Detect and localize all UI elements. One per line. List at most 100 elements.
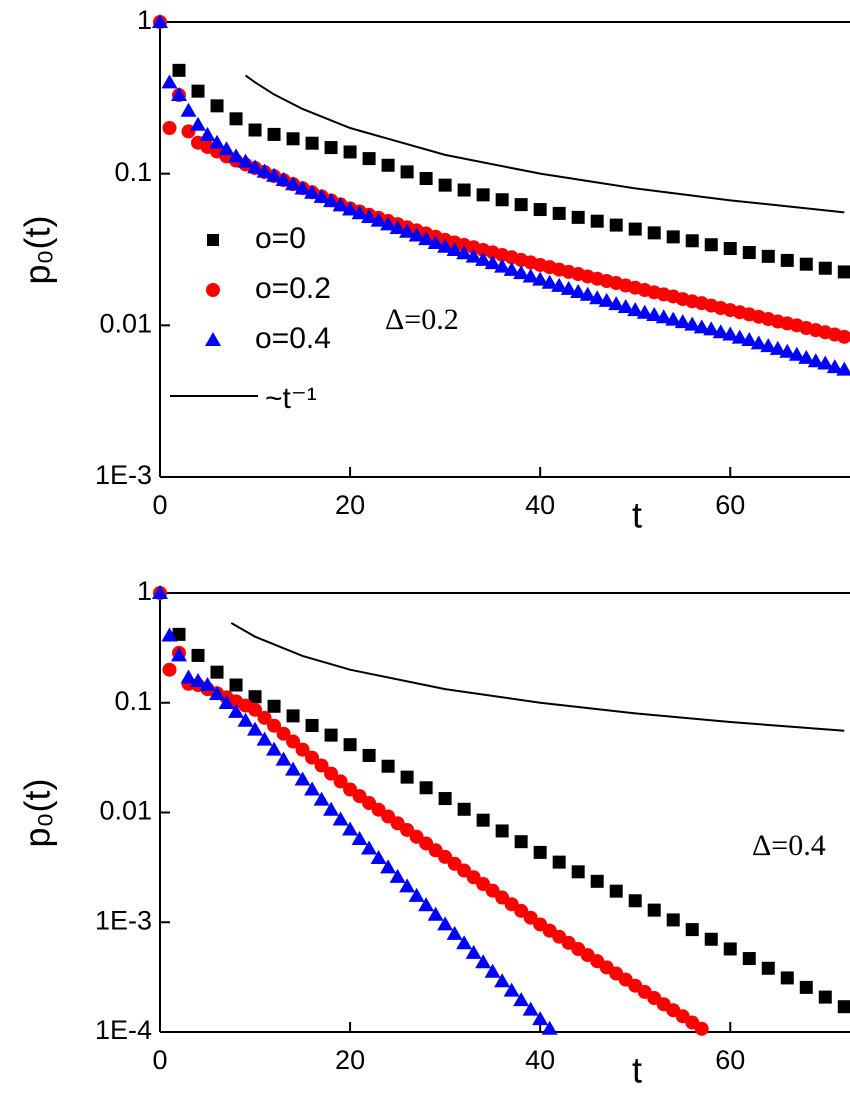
triangle-marker [532,1011,549,1026]
triangle-marker [389,220,406,235]
square-marker [685,234,699,248]
triangle-marker [446,925,463,940]
square-marker [571,210,585,224]
triangle-marker [171,87,188,102]
square-marker [761,961,775,975]
triangle-marker [494,258,511,273]
square-marker [381,759,395,773]
square-marker [343,145,357,159]
triangle-marker [522,268,539,283]
triangle-marker [836,361,850,376]
annotation: Δ=0.4 [752,829,826,862]
y-tick-label: 0.1 [114,686,152,716]
x-tick-label: 0 [152,490,167,520]
square-marker [799,980,813,994]
square-marker [533,845,547,859]
triangle-marker [209,134,226,149]
y-tick-label: 1E-3 [95,905,152,935]
triangle-marker [636,304,653,319]
legend-marker [206,283,220,297]
square-marker [723,242,737,256]
triangle-marker [798,349,815,364]
triangle-marker [294,771,311,786]
x-axis-label: t [632,495,642,536]
square-marker [685,923,699,937]
triangle-marker [646,306,663,321]
triangle-marker [503,982,520,997]
triangle-marker [351,830,368,845]
triangle-marker [484,963,501,978]
circle-marker [276,726,291,741]
triangle-marker [399,223,416,238]
triangle-marker [285,176,302,191]
circle-marker [257,710,272,725]
triangle-marker [684,316,701,331]
square-marker [609,884,623,898]
triangle-marker [180,669,197,684]
triangle-marker [807,353,824,368]
triangle-marker [304,781,321,796]
triangle-marker [817,355,834,370]
triangle-marker [703,321,720,336]
square-marker [286,132,300,146]
square-marker [438,178,452,192]
square-marker [419,781,433,795]
triangle-marker [408,227,425,242]
triangle-marker [731,329,748,344]
square-marker [761,249,775,263]
square-marker [267,699,281,713]
x-tick-label: 0 [152,1045,167,1075]
x-tick-label: 20 [335,1045,365,1075]
square-marker [248,690,262,704]
triangle-marker [256,163,273,178]
square-marker [362,748,376,762]
square-marker [552,855,566,869]
square-marker [476,188,490,202]
annotation: Δ=0.2 [385,303,459,336]
triangle-marker [484,255,501,270]
triangle-marker [608,296,625,311]
circle-marker [162,121,177,136]
circle-marker [267,718,282,733]
triangle-marker [332,197,349,212]
square-marker [324,141,338,155]
square-marker [172,63,186,77]
square-marker [799,257,813,271]
triangle-marker [665,311,682,326]
triangle-marker [304,184,321,199]
square-marker [457,802,471,816]
triangle-marker [389,868,406,883]
triangle-marker [313,188,330,203]
triangle-marker [190,116,207,131]
square-marker [438,792,452,806]
triangle-marker [598,292,615,307]
triangle-marker [712,324,729,339]
square-marker [647,226,661,240]
triangle-marker [361,208,378,223]
square-marker [305,136,319,150]
x-tick-label: 20 [335,490,365,520]
triangle-marker [370,212,387,227]
triangle-marker [380,859,397,874]
square-marker [172,627,186,641]
square-marker [210,665,224,679]
square-marker [609,218,623,232]
triangle-marker [826,359,843,374]
circle-marker [837,329,850,344]
circle-marker [314,758,329,773]
square-marker [495,193,509,207]
square-marker [191,648,205,662]
y-tick-label: 0.1 [114,157,152,187]
triangle-marker [693,319,710,334]
square-marker [742,246,756,260]
triangle-marker [294,180,311,195]
legend-label: ~t⁻¹ [265,382,317,415]
triangle-marker [323,193,340,208]
triangle-marker [266,741,283,756]
triangle-marker [655,309,672,324]
square-marker [571,865,585,879]
triangle-marker [370,849,387,864]
square-marker [552,206,566,220]
triangle-marker [275,751,292,766]
square-marker [400,770,414,784]
